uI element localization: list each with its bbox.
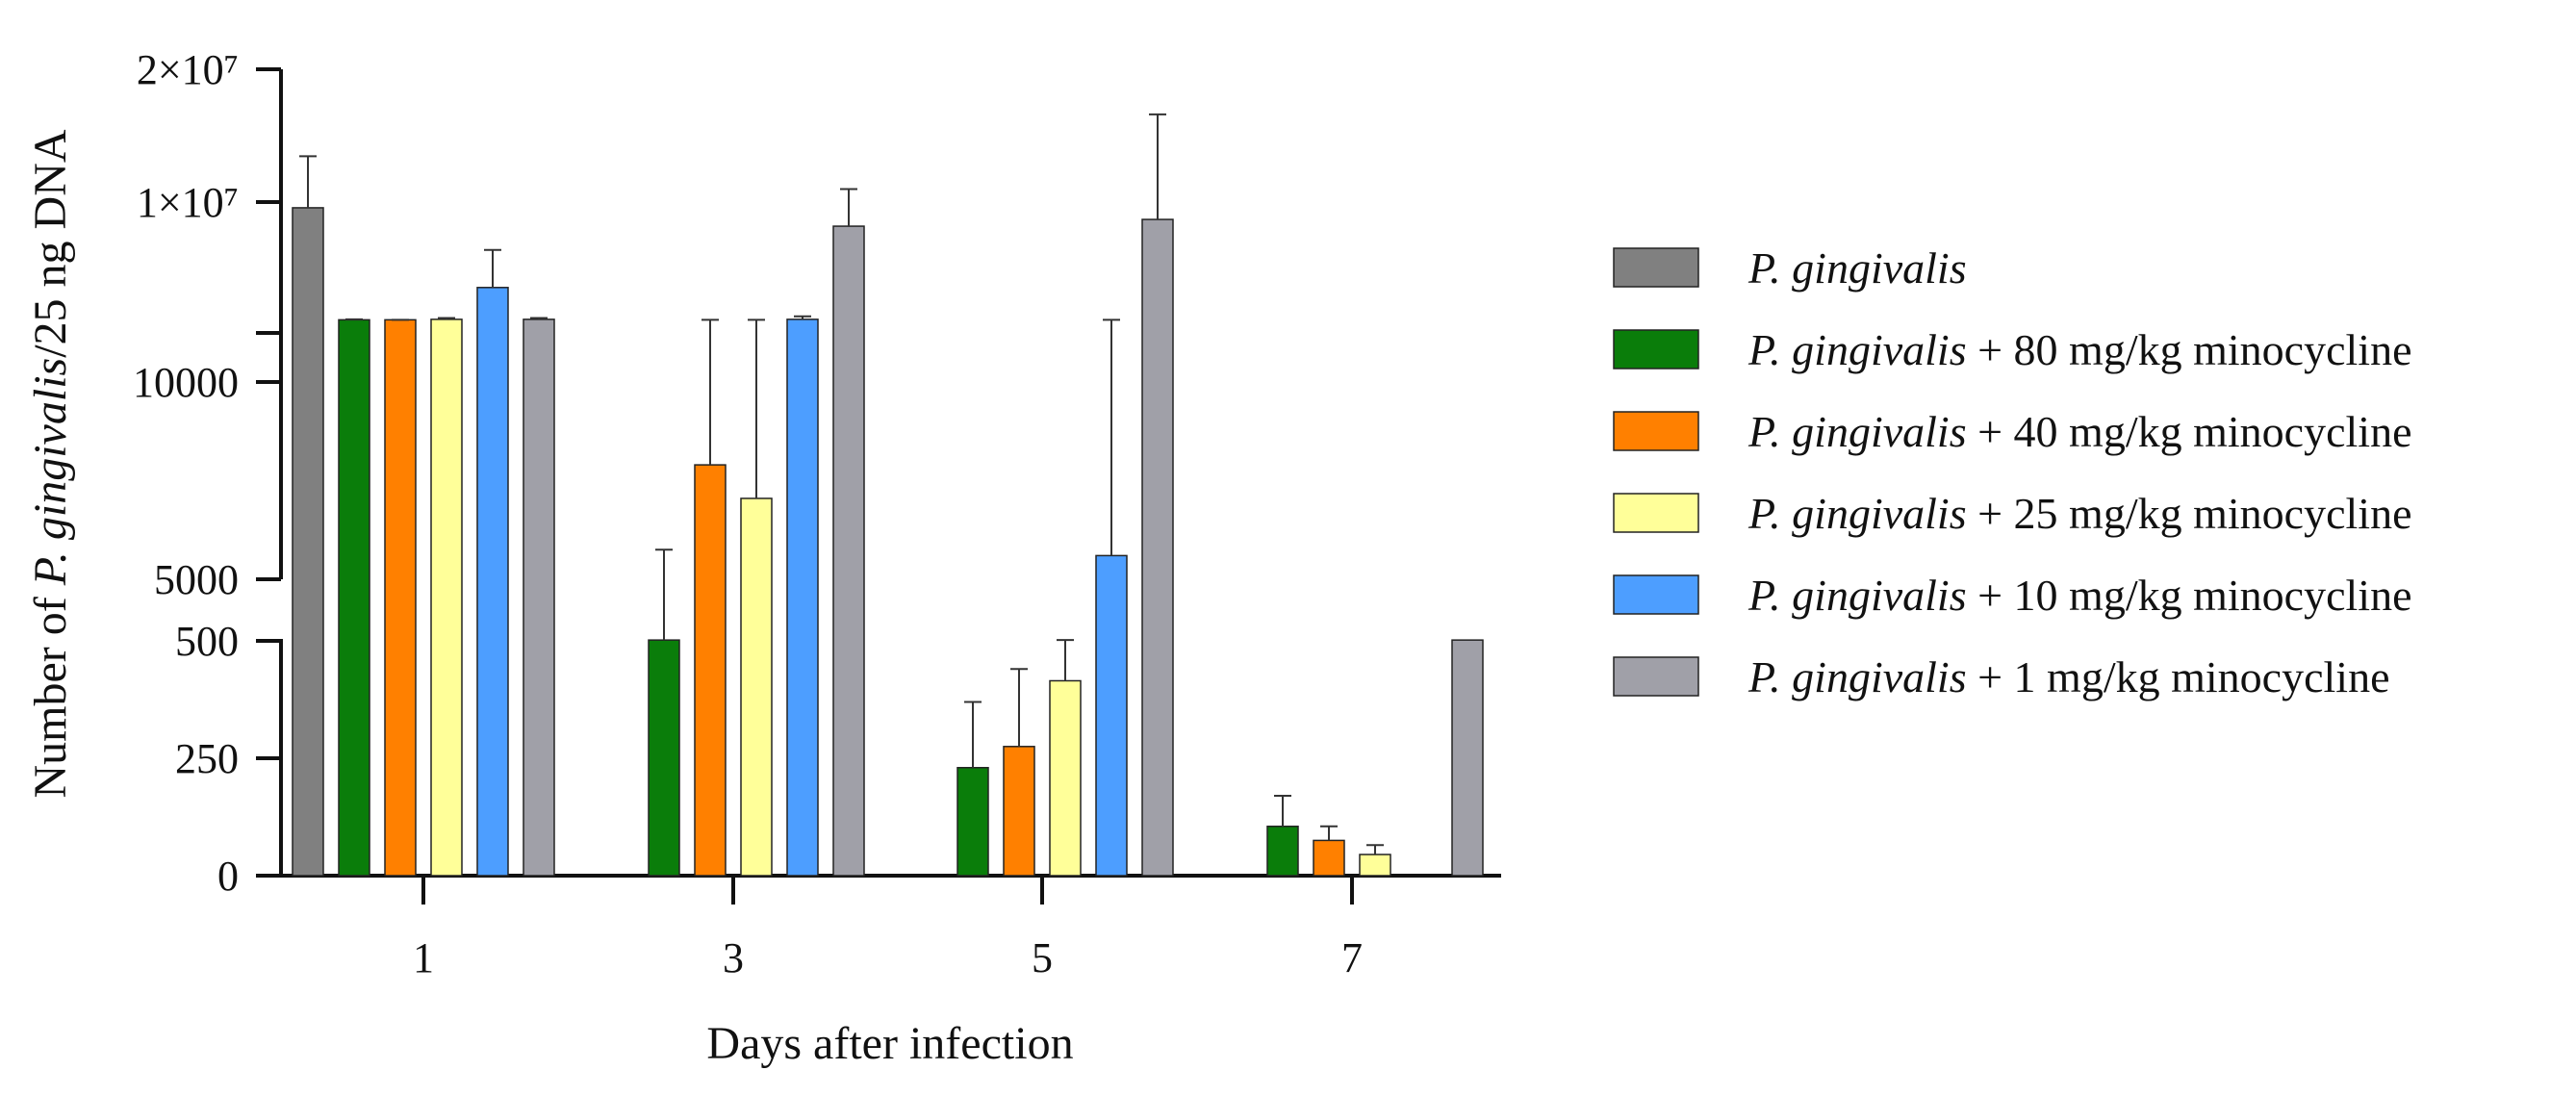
legend-swatch <box>1613 493 1699 533</box>
bar <box>832 225 865 877</box>
bar <box>476 287 509 877</box>
legend-label: P. gingivalis + 25 mg/kg minocycline <box>1747 489 2411 538</box>
y-tick-label: 500 <box>175 618 239 665</box>
bar <box>338 319 370 877</box>
x-axis-title: Days after infection <box>706 1018 1073 1069</box>
y-tick-label: 1×10⁷ <box>137 179 239 226</box>
y-tick-label: 5000 <box>154 556 239 603</box>
legend-label: P. gingivalis + 80 mg/kg minocycline <box>1747 325 2411 374</box>
legend-label: P. gingivalis + 10 mg/kg minocycline <box>1747 571 2411 620</box>
x-tick-label: 3 <box>723 934 744 981</box>
plot-area: 0 250 500 5000 10000 1×10⁷ 2×10⁷ 1 3 5 7 Days after… <box>25 46 1501 1069</box>
bar <box>1451 639 1484 877</box>
bar <box>694 464 727 877</box>
legend-swatch <box>1613 329 1699 370</box>
bar <box>1049 679 1082 877</box>
bar <box>1003 746 1035 877</box>
y-tick-label: 0 <box>217 853 239 900</box>
bar <box>1141 218 1174 877</box>
y-axis-title: Number of P. gingivalis/25 ng DNA <box>25 129 76 798</box>
legend-swatch <box>1613 247 1699 288</box>
bar <box>1266 826 1299 877</box>
legend-swatch <box>1613 411 1699 451</box>
x-tick-label: 5 <box>1032 934 1053 981</box>
bar <box>956 767 989 877</box>
bar <box>430 319 463 877</box>
legend-swatch <box>1613 656 1699 697</box>
legend-label: P. gingivalis + 1 mg/kg minocycline <box>1747 652 2389 701</box>
bar <box>1359 854 1391 877</box>
bar <box>292 207 324 877</box>
x-tick-label: 1 <box>413 934 434 981</box>
y-tick-label: 2×10⁷ <box>137 46 239 93</box>
bar <box>1095 554 1128 877</box>
bar <box>648 639 680 877</box>
bar <box>384 319 417 877</box>
y-tick-label: 10000 <box>133 359 239 406</box>
legend-swatch <box>1613 574 1699 615</box>
bar <box>740 497 773 877</box>
x-tick-label: 7 <box>1341 934 1363 981</box>
bar <box>786 319 819 877</box>
y-tick-label: 250 <box>175 735 239 782</box>
legend: P. gingivalis P. gingivalis + 80 mg/kg mi… <box>1613 243 2411 701</box>
legend-label: P. gingivalis <box>1747 243 1967 293</box>
bar <box>1313 839 1345 877</box>
bar <box>523 319 555 877</box>
legend-label: P. gingivalis + 40 mg/kg minocycline <box>1747 407 2411 456</box>
